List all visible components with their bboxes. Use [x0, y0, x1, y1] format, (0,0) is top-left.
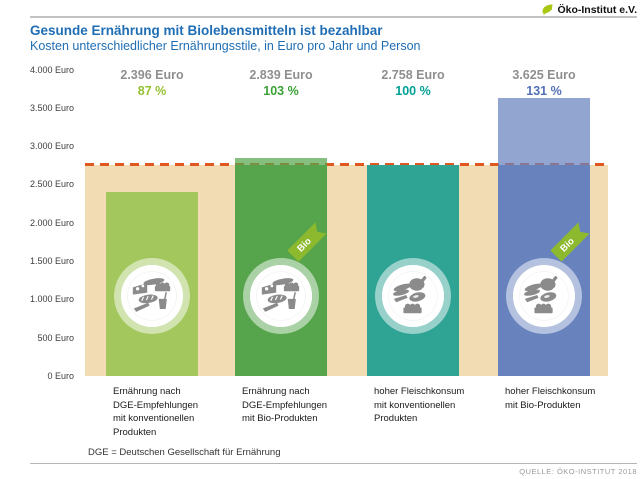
plate-inner [513, 265, 575, 327]
footnote: DGE = Deutschen Gesellschaft für Ernähru… [88, 447, 281, 458]
x-label-line: Produkten [374, 413, 418, 424]
y-axis-tick-label: 3.500 Euro [29, 103, 74, 113]
x-label-line: mit konventionellen [374, 399, 456, 411]
plate-inner [250, 265, 312, 327]
x-label-line: hoher Fleischkonsum [374, 386, 465, 397]
x-label-line: Ernährung nach [113, 386, 181, 397]
x-label-line: DGE-Empfehlungen [242, 399, 328, 411]
plate-foods-dge-icon [261, 278, 300, 312]
bar-overflow-segment [235, 158, 327, 165]
x-label-line: Ernährung nach [242, 386, 310, 397]
plate-icon [375, 258, 451, 334]
y-axis-tick-label: 1.000 Euro [29, 294, 74, 304]
plate-foods-meat-icon [524, 276, 558, 314]
bar-percent-label: 87 % [137, 84, 167, 98]
x-label-line: mit Bio-Produkten [505, 399, 581, 411]
x-label-line: mit konventionellen [113, 413, 195, 424]
x-label-line: mit Bio-Produkten [242, 413, 318, 424]
plate-foods-meat-icon [393, 276, 427, 314]
x-label-line: Produkten [113, 426, 157, 438]
page-title: Gesunde Ernährung mit Biolebensmitteln i… [30, 23, 383, 38]
plate-icon [506, 258, 582, 334]
bar-value-label: 2.758 Euro [381, 68, 445, 82]
x-axis-category-label: Ernährung nach DGE-Empfehlungen mit konven… [113, 385, 235, 439]
y-axis-tick-label: 0 Euro [47, 371, 74, 381]
x-label-line: hoher Fleischkonsum [505, 386, 596, 397]
bar-value-label: 2.839 Euro [249, 68, 313, 82]
plate-icon [114, 258, 190, 334]
y-axis-tick-label: 3.000 Euro [29, 141, 74, 151]
x-label-line: DGE-Empfehlungen [113, 399, 199, 411]
bar-overflow-segment [498, 98, 590, 165]
logo-text: Öko-Institut e.V. [557, 3, 637, 16]
y-axis-tick-label: 500 Euro [37, 333, 74, 343]
logo: Öko-Institut e.V. [541, 3, 637, 16]
bar-percent-label: 100 % [395, 84, 431, 98]
x-axis-category-label: hoher Fleischkonsum mit konventionellen Pr… [374, 385, 496, 426]
y-axis-tick-label: 2.500 Euro [29, 179, 74, 189]
footer-divider [30, 463, 637, 464]
bar-value-label: 3.625 Euro [512, 68, 576, 82]
y-axis-tick-label: 1.500 Euro [29, 256, 74, 266]
plate-inner [382, 265, 444, 327]
plate-icon [243, 258, 319, 334]
plate-foods-dge-icon [132, 278, 171, 312]
source-credit: QUELLE: ÖKO-INSTITUT 2018 [519, 467, 637, 476]
bar-value-label: 2.396 Euro [120, 68, 184, 82]
reference-dashed-line [85, 163, 608, 166]
y-axis-tick-label: 2.000 Euro [29, 218, 74, 228]
page-subtitle: Kosten unterschiedlicher Ernährungsstile… [30, 39, 421, 53]
x-axis-category-label: hoher Fleischkonsum mit Bio-Produkten [505, 385, 627, 412]
leaf-icon [542, 4, 553, 15]
plate-inner [121, 265, 183, 327]
bar-percent-label: 103 % [263, 84, 299, 98]
x-axis-category-label: Ernährung nach DGE-Empfehlungen mit Bio-Pr… [242, 385, 364, 426]
y-axis-tick-label: 4.000 Euro [29, 65, 74, 75]
header-divider [30, 16, 637, 18]
bar-percent-label: 131 % [526, 84, 562, 98]
